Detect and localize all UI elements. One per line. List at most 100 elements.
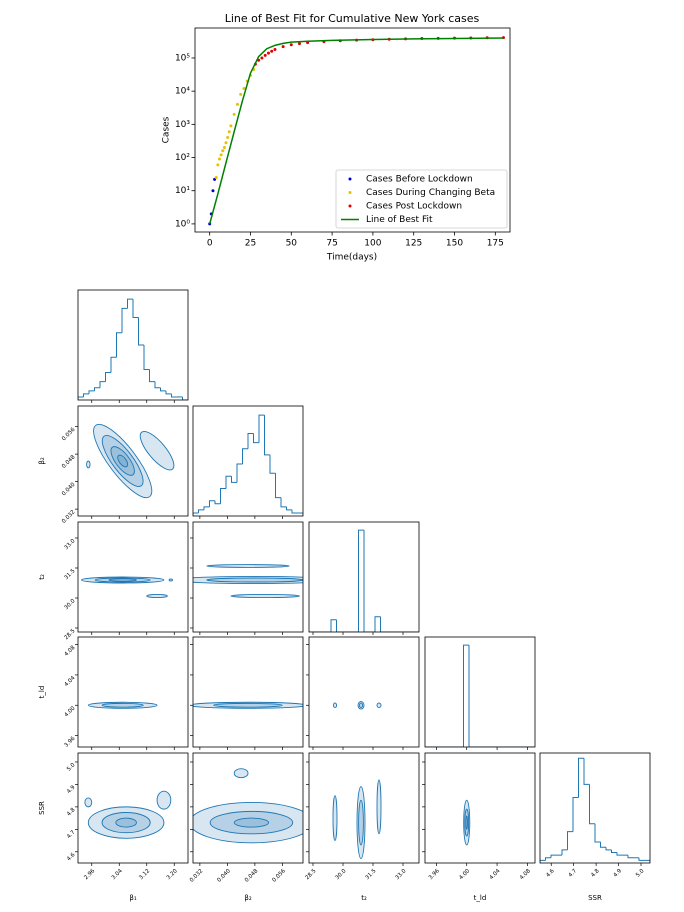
legend-swatch xyxy=(348,191,352,194)
contour xyxy=(213,702,283,708)
x-tick-label: 50 xyxy=(286,239,298,249)
panel-marks xyxy=(193,414,303,516)
y-axis-label: t₂ xyxy=(38,574,46,580)
data-point xyxy=(297,42,301,46)
contour xyxy=(376,702,382,709)
histogram-bin xyxy=(94,387,100,391)
histogram-bin xyxy=(242,448,248,465)
data-point xyxy=(273,47,277,51)
data-point xyxy=(227,130,231,134)
x-tick-label: 33.0 xyxy=(395,868,408,881)
panel-frame xyxy=(308,636,420,748)
panel-marks xyxy=(425,644,535,747)
histogram-bin xyxy=(291,509,298,514)
contour xyxy=(358,702,364,709)
data-point xyxy=(289,43,293,47)
data-point xyxy=(221,149,225,153)
legend-swatch xyxy=(348,204,352,208)
histogram-bin xyxy=(110,356,117,373)
histogram-bin xyxy=(545,857,551,861)
contour xyxy=(233,768,249,779)
contour xyxy=(93,423,153,499)
panel-marks xyxy=(193,768,303,844)
y-tick-label: 0.056 xyxy=(61,427,77,443)
contour xyxy=(358,799,364,846)
x-tick-label: 3.12 xyxy=(138,868,151,881)
contour xyxy=(465,815,468,830)
contour xyxy=(206,564,290,568)
y-tick-label: 4.00 xyxy=(64,705,77,718)
histogram-bin xyxy=(99,381,106,388)
contour xyxy=(108,578,137,582)
data-point xyxy=(211,189,215,193)
histogram-bin xyxy=(165,390,172,395)
y-tick-label: 4.04 xyxy=(64,675,77,688)
panel-marks xyxy=(193,564,303,599)
contour xyxy=(193,801,303,844)
histogram-bin xyxy=(561,849,568,856)
histogram-bin xyxy=(171,393,177,398)
x-tick-label: 125 xyxy=(405,239,422,249)
data-point xyxy=(229,124,233,128)
histogram-bin xyxy=(578,757,584,798)
histogram-bin xyxy=(258,414,265,443)
x-tick-label: 5.0 xyxy=(635,868,646,879)
histogram-bin xyxy=(264,415,270,456)
fit-line xyxy=(208,37,504,225)
histogram-bin xyxy=(214,500,221,505)
histogram-bin xyxy=(297,512,303,516)
panel-frame xyxy=(77,521,189,633)
x-tick-label: 150 xyxy=(446,239,463,249)
y-axis-label: SSR xyxy=(38,801,46,815)
x-tick-label: 175 xyxy=(487,239,504,249)
plot-area xyxy=(194,27,511,233)
histogram-bin xyxy=(280,497,287,508)
histogram-bin xyxy=(374,616,381,632)
x-tick-label: 0 xyxy=(207,239,213,249)
histogram-bin xyxy=(583,758,590,785)
x-tick-label: 75 xyxy=(326,239,337,249)
panel-frame xyxy=(308,521,420,633)
x-tick-label: 30.0 xyxy=(335,868,348,881)
x-tick-label: 0.032 xyxy=(189,868,204,883)
data-point xyxy=(214,176,218,180)
y-axis-label: t_ld xyxy=(38,686,46,699)
panel-frame xyxy=(77,405,189,517)
contour xyxy=(230,593,301,599)
histogram-bin xyxy=(121,307,128,333)
y-axis-label: β₂ xyxy=(38,457,46,464)
histogram-bin xyxy=(116,332,122,358)
histogram-bin xyxy=(363,530,370,632)
histogram-bin xyxy=(594,823,601,843)
contour xyxy=(139,430,175,471)
contour xyxy=(101,435,144,487)
histogram-bin xyxy=(209,500,215,507)
panel-frame xyxy=(77,636,189,748)
contour xyxy=(94,577,151,583)
y-tick-label: 4.7 xyxy=(66,829,77,840)
histogram-bin xyxy=(220,488,226,504)
contour xyxy=(209,810,294,835)
histogram-bin xyxy=(149,369,155,383)
panel-frame xyxy=(192,521,304,633)
histogram-bin xyxy=(247,433,254,449)
y-tick-label: 4.9 xyxy=(66,784,77,795)
contour xyxy=(110,446,135,476)
histogram-bin xyxy=(203,506,210,510)
plot-marks xyxy=(208,36,505,226)
panel-marks xyxy=(86,423,175,499)
histogram-bin xyxy=(627,855,634,859)
histogram-bin xyxy=(88,390,95,394)
y-tick-label: 4.6 xyxy=(66,852,77,863)
histogram-bin xyxy=(589,784,595,825)
panel-frame xyxy=(424,636,536,748)
data-point xyxy=(217,157,221,161)
histogram-bin xyxy=(83,393,89,397)
y-tick-label: 10³ xyxy=(175,120,190,130)
y-tick-label: 10⁴ xyxy=(175,87,190,97)
x-tick-label: 3.04 xyxy=(111,868,124,881)
histogram-bin xyxy=(105,372,111,382)
x-tick-label: 31.5 xyxy=(365,868,378,881)
legend-label: Cases During Changing Beta xyxy=(366,188,495,198)
contour xyxy=(146,593,168,599)
